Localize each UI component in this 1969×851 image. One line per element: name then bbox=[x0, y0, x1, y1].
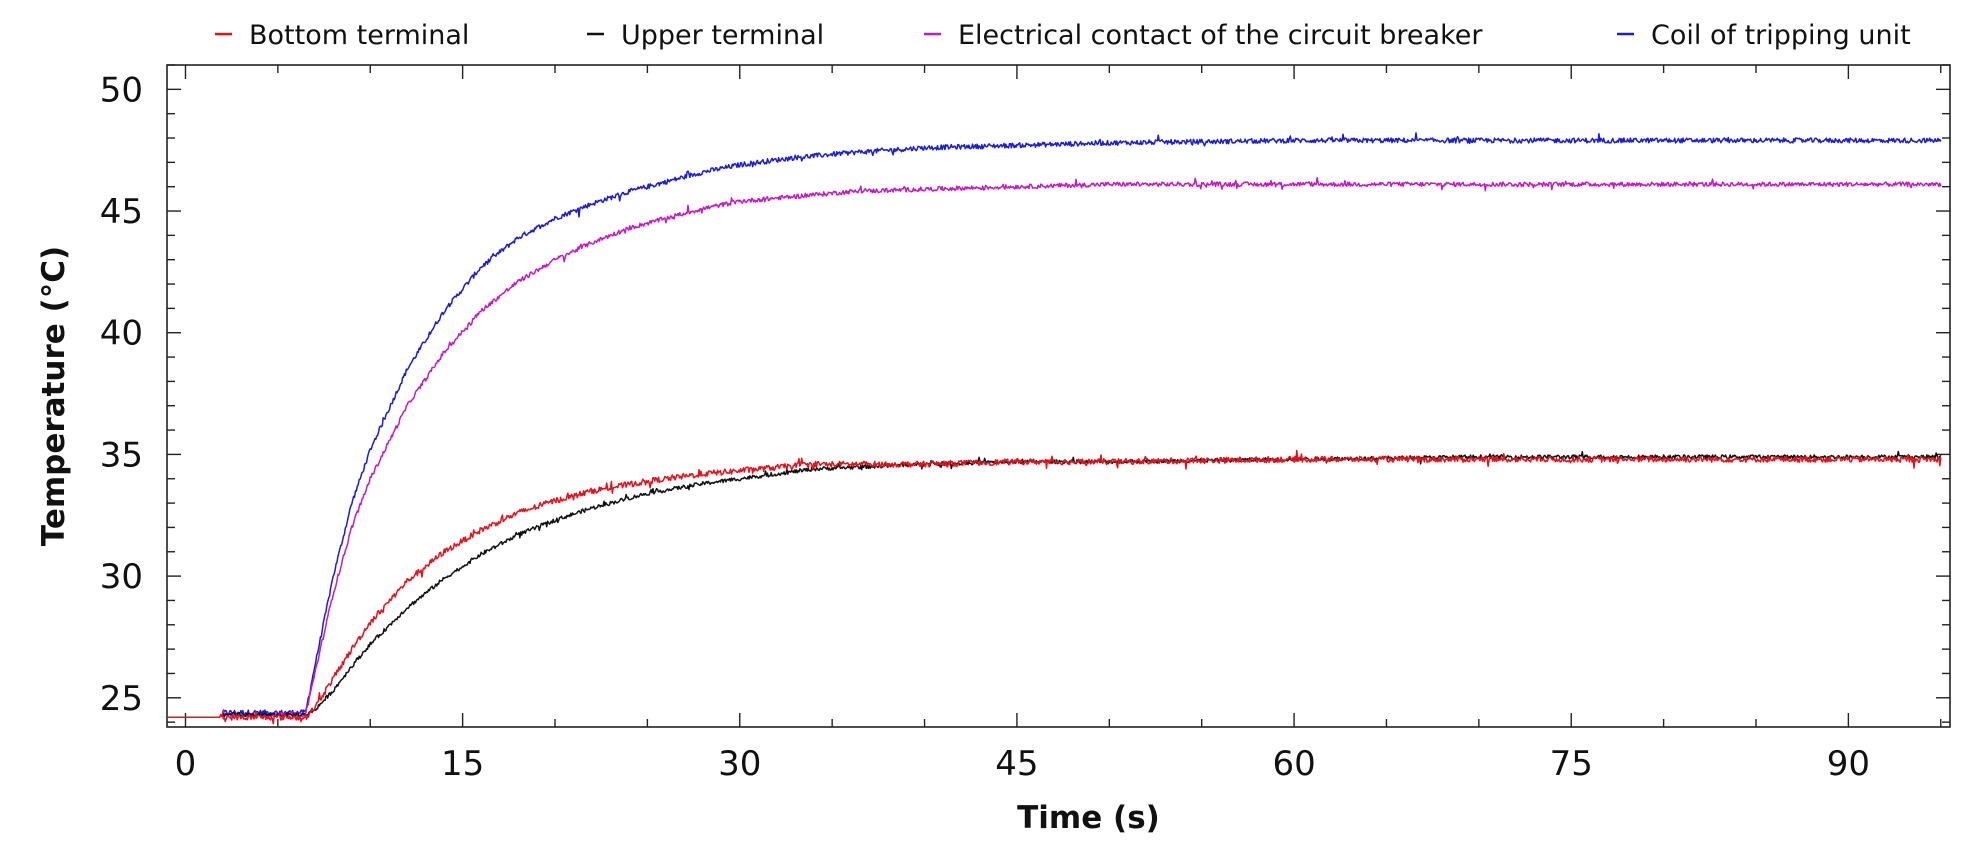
legend-label: Upper terminal bbox=[621, 20, 824, 51]
y-tick-label: 50 bbox=[100, 70, 143, 110]
x-tick-label: 45 bbox=[995, 744, 1038, 784]
legend-label: Electrical contact of the circuit breake… bbox=[958, 20, 1483, 51]
x-tick-label: 30 bbox=[718, 744, 761, 784]
y-axis-tick-labels: 25 30 35 40 45 50 bbox=[100, 70, 143, 718]
legend-label: Bottom terminal bbox=[249, 20, 469, 51]
series-line-2 bbox=[221, 450, 1942, 718]
x-axis-tick-labels: 0 15 30 45 60 75 90 bbox=[175, 744, 1870, 784]
x-tick-label: 0 bbox=[175, 744, 197, 784]
plot-frame bbox=[166, 64, 1951, 728]
legend-item: Bottom terminal bbox=[215, 20, 469, 51]
x-tick-label: 15 bbox=[441, 744, 484, 784]
y-tick-label: 35 bbox=[100, 435, 143, 475]
legend-item: Upper terminal bbox=[587, 20, 824, 51]
axis-ticks bbox=[167, 64, 1950, 727]
series-line-4 bbox=[221, 132, 1942, 716]
x-axis-title: Time (s) bbox=[1017, 800, 1160, 836]
legend-item: Electrical contact of the circuit breake… bbox=[924, 20, 1483, 51]
x-tick-label: 60 bbox=[1272, 744, 1315, 784]
y-tick-label: 25 bbox=[100, 679, 143, 719]
x-tick-label: 90 bbox=[1827, 744, 1870, 784]
y-axis-title: Temperature (°C) bbox=[36, 246, 72, 546]
series-line-1 bbox=[167, 449, 1942, 725]
series-line-3 bbox=[221, 176, 1942, 719]
legend: Bottom terminal Upper terminal Electrical … bbox=[215, 20, 1911, 51]
y-tick-label: 40 bbox=[100, 314, 143, 354]
plot-area bbox=[166, 64, 1951, 728]
series-lines bbox=[167, 132, 1942, 725]
x-tick-label: 75 bbox=[1550, 744, 1593, 784]
legend-item: Coil of tripping unit bbox=[1617, 20, 1911, 51]
y-tick-label: 30 bbox=[100, 557, 143, 597]
y-tick-label: 45 bbox=[100, 192, 143, 232]
legend-label: Coil of tripping unit bbox=[1651, 20, 1911, 51]
